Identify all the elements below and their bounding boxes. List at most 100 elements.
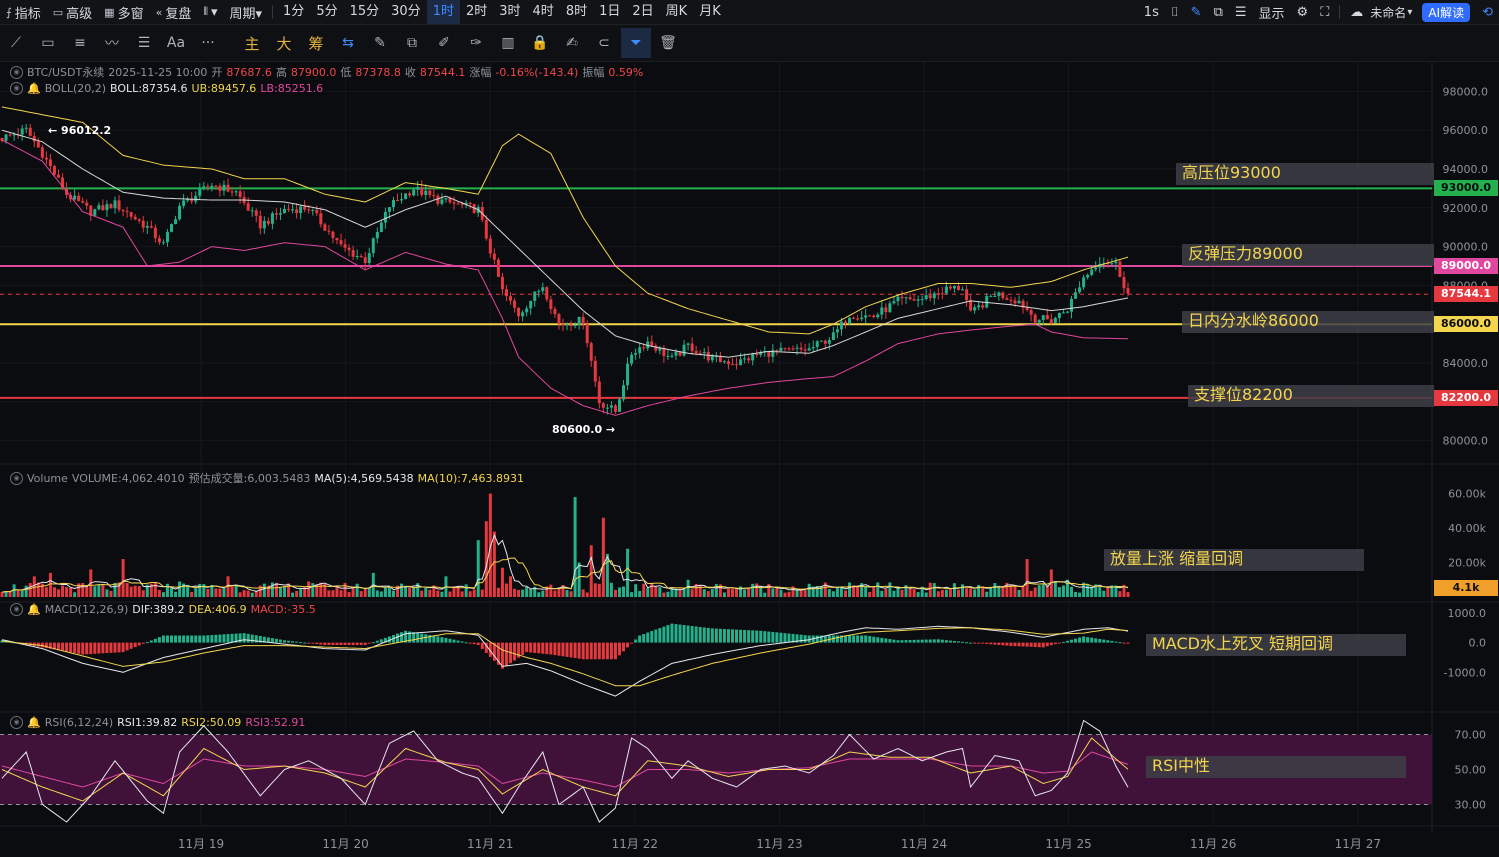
share-icon[interactable]: ⟲ (1482, 4, 1493, 20)
overlay-tool-2[interactable]: 筹 (308, 34, 324, 53)
period-10[interactable]: 2日 (632, 4, 654, 19)
period-4[interactable]: 1时 (426, 0, 460, 24)
volume-bar (61, 585, 65, 597)
macd-histogram-bar (351, 642, 355, 645)
annotation-82200[interactable]: 支撑位82200 (1188, 385, 1434, 407)
macd-histogram-bar (246, 633, 250, 643)
eye-icon[interactable]: ◉ (10, 471, 23, 485)
bell-icon[interactable]: 🔔 (27, 603, 41, 616)
period-9[interactable]: 1日 (599, 4, 621, 19)
marker-tool[interactable]: ✑ (470, 35, 482, 51)
volume-bar (416, 583, 420, 597)
eye-icon[interactable]: ◉ (10, 716, 23, 729)
annotation-macd[interactable]: MACD水上死叉 短期回调 (1146, 634, 1406, 656)
brush-tool[interactable]: ✐ (438, 35, 450, 51)
menu-grid-icon-2[interactable]: ▦ 多窗 (98, 0, 149, 24)
rectangle-tool[interactable]: ▭ (41, 35, 55, 51)
menu-replay-icon-3[interactable]: «复盘 (150, 0, 198, 24)
candle-body (202, 186, 206, 189)
volume-bar (928, 582, 932, 597)
bell-icon[interactable]: 🔔 (27, 716, 41, 729)
pen-icon[interactable]: ✎ (1190, 4, 1202, 20)
fullscreen-icon[interactable]: ⛶ (1320, 4, 1330, 20)
annotation-volume[interactable]: 放量上涨 缩量回调 (1104, 549, 1364, 571)
menu-calendar-icon-1[interactable]: ▭ 高级 (47, 0, 98, 24)
settings-icon[interactable]: ⚙ (1296, 4, 1309, 20)
annotation-93000[interactable]: 高压位93000 (1176, 163, 1434, 185)
menu-candle-type-icon-4[interactable]: ⫴ ▾ (197, 0, 223, 24)
magnet-tool[interactable]: ⊂ (598, 35, 610, 51)
period-8[interactable]: 8时 (565, 4, 588, 19)
period-11[interactable]: 周K (665, 4, 688, 19)
bars-tool[interactable]: ▥ (501, 35, 515, 51)
candle-body (888, 303, 892, 313)
volume-bar (258, 585, 262, 597)
chart-canvas[interactable]: 11月 19 11月 20 11月 21 11月 22 11月 23 11月 24 11月 … (0, 62, 1499, 857)
interval-1s[interactable]: 1s (1143, 4, 1159, 20)
volume-bar (589, 545, 593, 597)
macd-histogram-bar (161, 635, 165, 643)
trash-tool[interactable]: 🗑 (659, 35, 677, 51)
note-tool[interactable]: ✍ (566, 35, 578, 51)
period-2[interactable]: 15分 (349, 4, 380, 19)
parallel-lines-tool[interactable]: ≡ (74, 35, 86, 51)
layout-name[interactable]: 未命名 (1370, 5, 1407, 20)
macd-histogram-bar (630, 642, 634, 644)
camera-icon[interactable]: ⌷ (1170, 4, 1179, 20)
period-5[interactable]: 2时 (465, 4, 488, 19)
period-6[interactable]: 3时 (499, 4, 521, 19)
overlay-tool-0[interactable]: 主 (244, 34, 260, 53)
macd-histogram-bar (888, 639, 892, 643)
ai-analysis-button[interactable]: AI解读 (1422, 2, 1471, 22)
macd-histogram-bar (448, 638, 452, 643)
text-tool[interactable]: Aa (166, 35, 186, 51)
volume-bar (214, 588, 218, 597)
filter-tool[interactable]: ⏷ (621, 28, 651, 58)
annotation-89000[interactable]: 反弹压力89000 (1182, 244, 1434, 266)
macd-histogram-bar (500, 642, 504, 669)
period-7[interactable]: 4时 (532, 4, 554, 19)
eye-icon[interactable]: ◉ (10, 603, 23, 616)
eye-icon[interactable]: ◉ (10, 65, 23, 79)
more-tools[interactable]: ··· (201, 35, 215, 51)
candle-body (367, 253, 371, 264)
macd-histogram-bar (206, 635, 210, 643)
menu-period-5[interactable]: 周期▾ (224, 0, 269, 24)
volume-bar (827, 588, 831, 597)
macd-histogram-bar (412, 632, 416, 643)
candle-body (573, 325, 577, 327)
window-icon[interactable]: ⧉ (1213, 4, 1223, 20)
layout-caret[interactable]: ▾ (1407, 6, 1413, 18)
macd-histogram-bar (202, 635, 206, 643)
period-3[interactable]: 30分 (391, 4, 421, 19)
rsi-name: RSI(6,12,24) (44, 716, 114, 729)
list-icon[interactable]: ☰ (1234, 4, 1247, 20)
copy-tool[interactable]: ⧉ (407, 35, 417, 51)
fib-tool[interactable]: ☰ (137, 35, 151, 51)
bell-icon[interactable]: 🔔 (27, 82, 41, 95)
volume-bar (864, 586, 868, 597)
candle-body (1126, 288, 1130, 294)
annotation-86000[interactable]: 日内分水岭86000 (1182, 311, 1434, 333)
period-0[interactable]: 1分 (283, 4, 305, 19)
volume-bar (278, 587, 282, 597)
volume-bar (440, 591, 444, 597)
candle-body (85, 202, 89, 206)
menu-indicator-icon-0[interactable]: ⨍ 指标 (0, 0, 47, 24)
annotation-rsi[interactable]: RSI中性 (1146, 756, 1406, 778)
macd-histogram-bar (424, 634, 428, 643)
pen-tool[interactable]: ✎ (374, 35, 386, 51)
display-button[interactable]: 显示 (1258, 6, 1285, 22)
lock-tool[interactable]: 🔒 (531, 35, 549, 51)
compare-tool[interactable]: ⇆ (342, 35, 354, 51)
period-1[interactable]: 5分 (316, 4, 338, 19)
macd-histogram-bar (472, 642, 476, 645)
volume-bar (210, 584, 214, 597)
period-12[interactable]: 月K (699, 4, 721, 19)
volume-bar (432, 585, 436, 597)
volume-name: Volume (27, 471, 68, 485)
wave-tool[interactable]: 〰 (105, 36, 119, 52)
trendline-tool[interactable]: ⟋ (11, 35, 21, 51)
overlay-tool-1[interactable]: 大 (276, 34, 292, 53)
eye-icon[interactable]: ◉ (10, 82, 23, 95)
